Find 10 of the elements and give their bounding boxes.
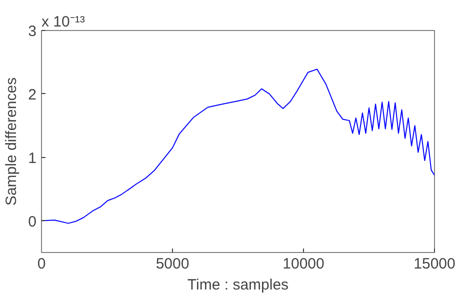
y-tick-label: 3 [28,23,36,40]
x-tick-label: 15000 [414,256,456,272]
x-axis-title: Time : samples [187,276,289,294]
y-axis-title: Sample differences [3,77,20,206]
x-tick-label: 10000 [282,256,324,272]
y-tick-label: 0 [28,213,36,230]
annotation: x 10⁻¹³ [42,14,85,30]
y-tick-label: 2 [28,86,36,104]
x-tick-label: 5000 [156,256,190,272]
y-tick-label: 1 [28,150,36,167]
